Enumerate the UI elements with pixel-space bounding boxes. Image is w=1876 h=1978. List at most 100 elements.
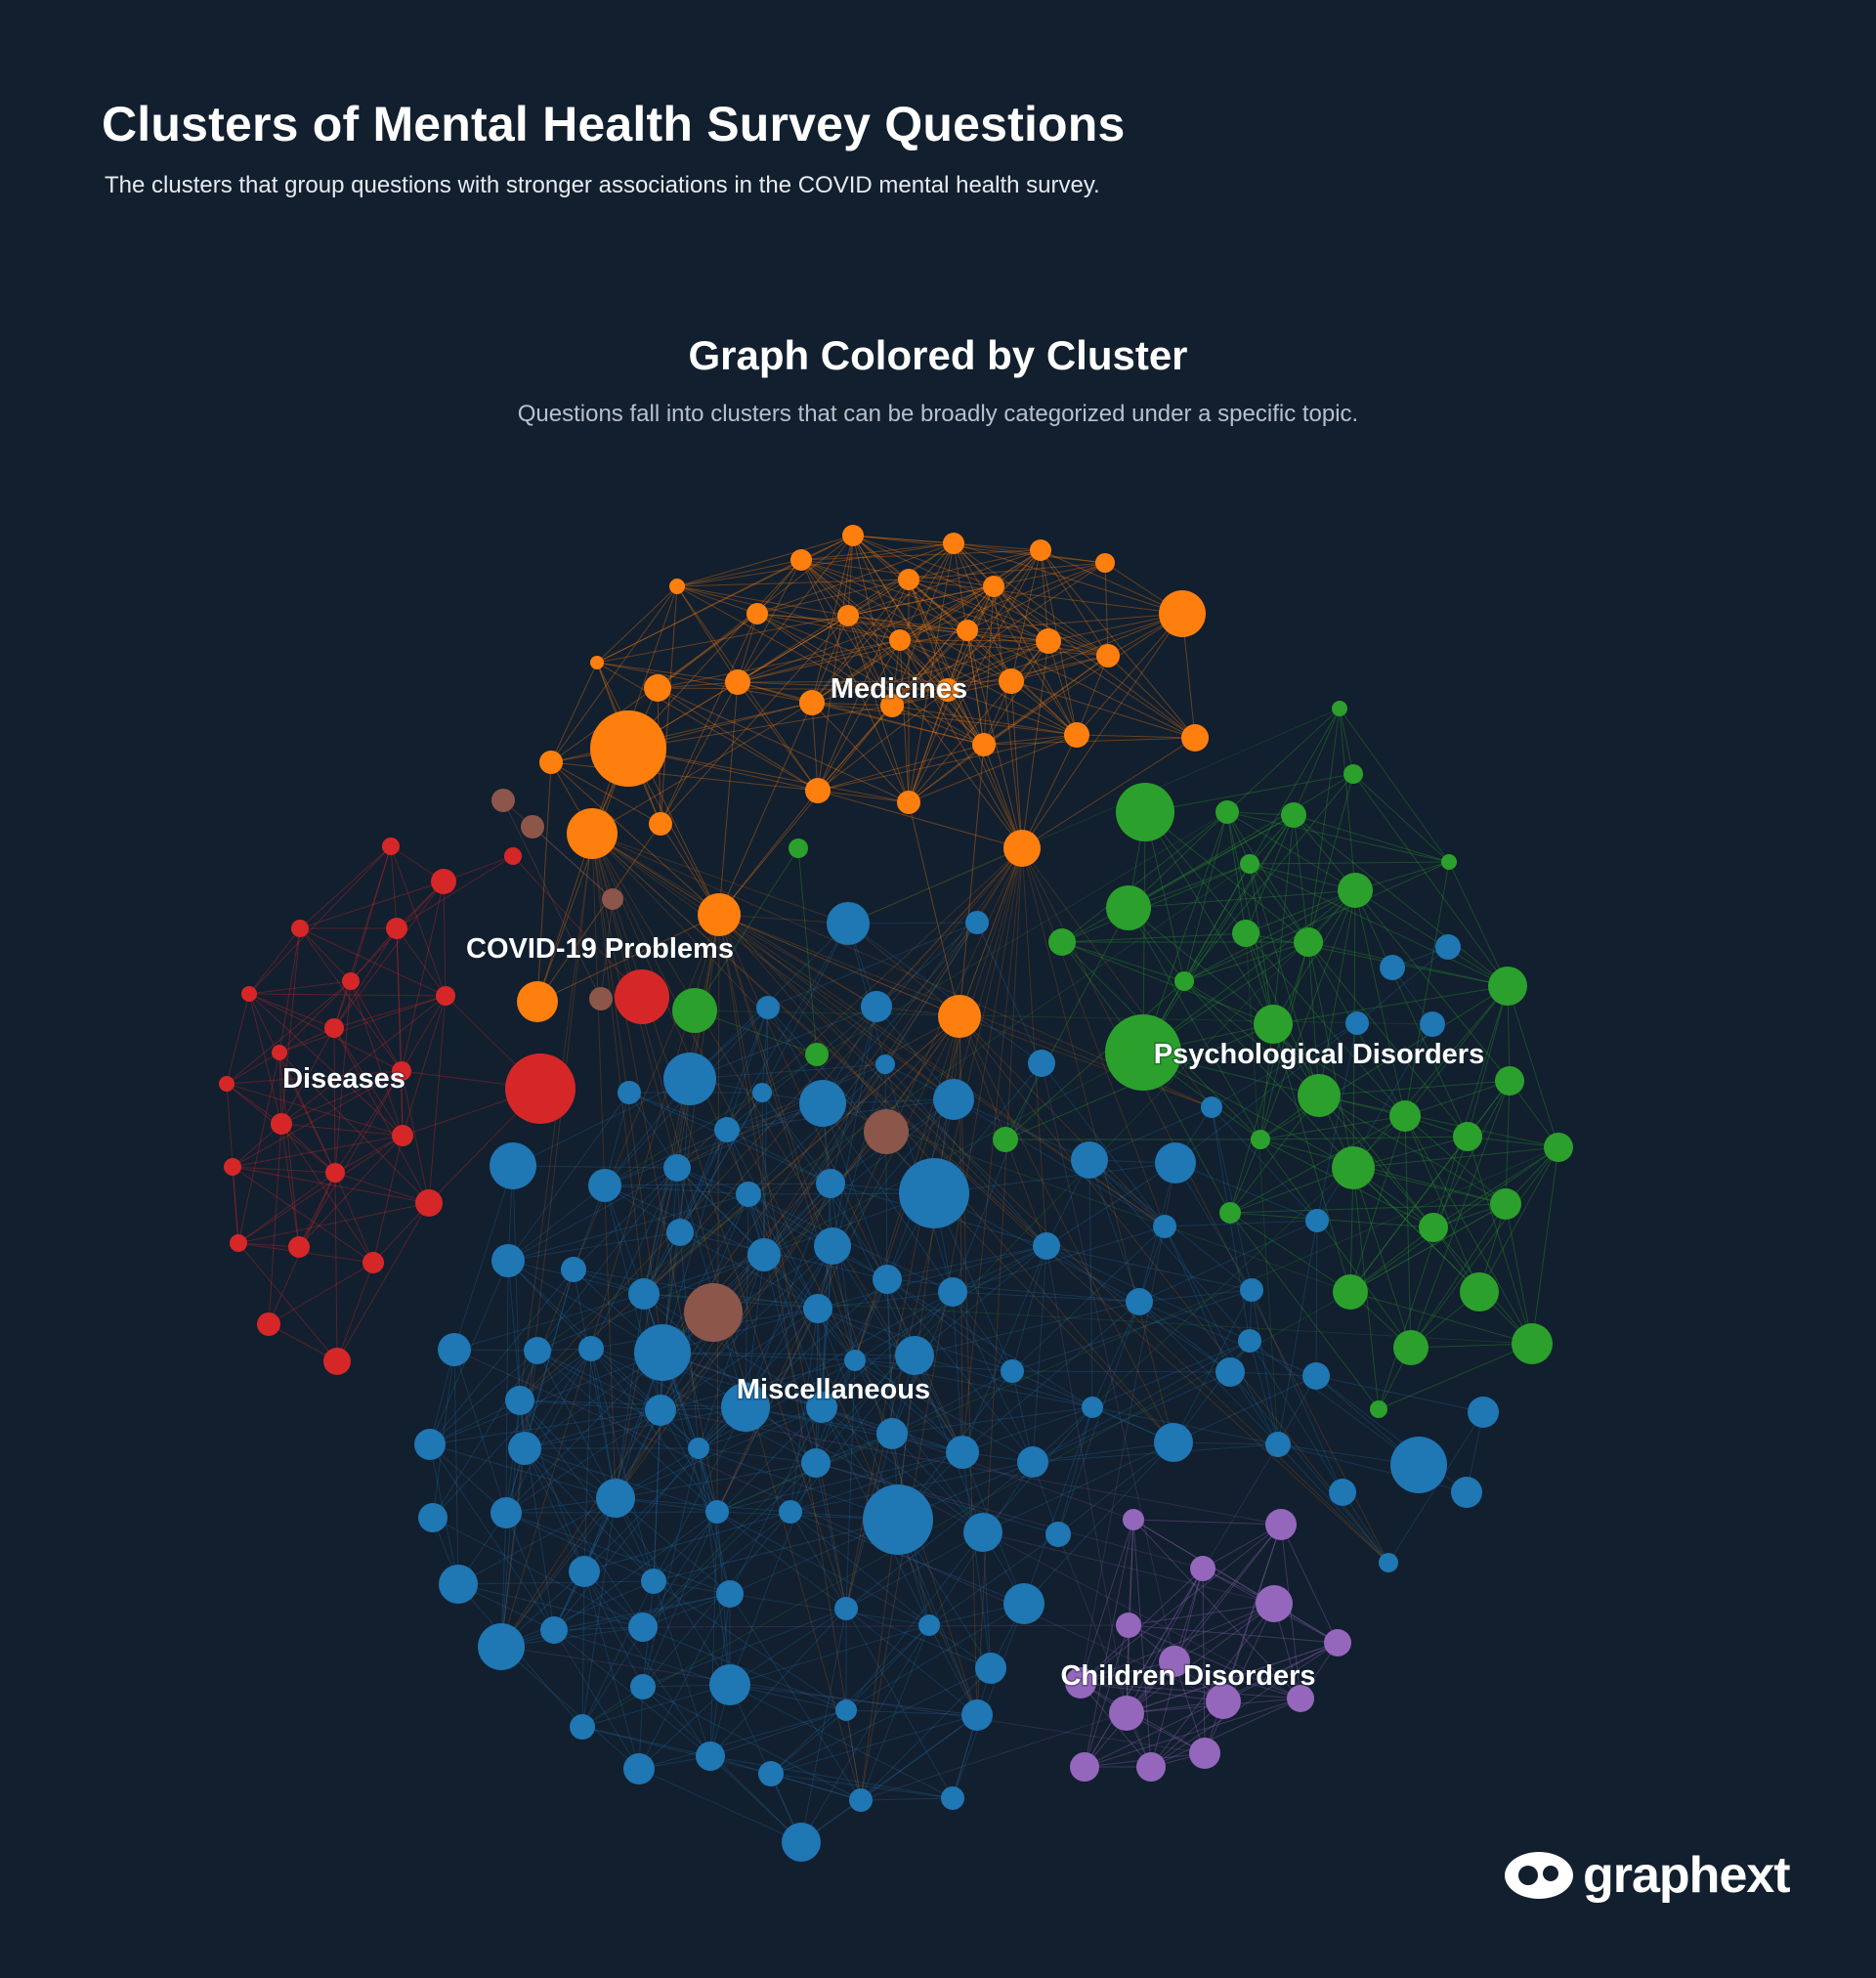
node-psychological[interactable] (805, 1043, 829, 1066)
node-misc[interactable] (709, 1664, 750, 1705)
node-psychological[interactable] (1544, 1133, 1573, 1162)
node-diseases[interactable] (224, 1158, 241, 1176)
node-diseases[interactable] (386, 918, 407, 939)
node-medicines[interactable] (898, 569, 919, 590)
node-misc[interactable] (1201, 1096, 1222, 1118)
node-misc[interactable] (752, 1083, 772, 1102)
node-misc[interactable] (641, 1569, 666, 1594)
node-misc[interactable] (688, 1438, 709, 1459)
node-medicines[interactable] (842, 525, 864, 546)
node-diseases[interactable] (324, 1018, 344, 1038)
node-misc[interactable] (946, 1436, 979, 1469)
node-medicines[interactable] (649, 812, 672, 836)
node-misc[interactable] (756, 996, 780, 1019)
node-misc[interactable] (1468, 1397, 1499, 1428)
node-medicines[interactable] (1159, 590, 1206, 637)
node-misc[interactable] (736, 1182, 761, 1207)
node-misc[interactable] (941, 1786, 964, 1810)
node-misc[interactable] (628, 1612, 658, 1642)
node-psychological[interactable] (672, 988, 717, 1033)
node-misc[interactable] (963, 1513, 1002, 1552)
node-misc[interactable] (478, 1623, 525, 1670)
node-medicines[interactable] (938, 995, 981, 1038)
node-misc[interactable] (835, 1699, 857, 1721)
node-psychological[interactable] (1232, 920, 1259, 947)
node-misc[interactable] (1265, 1432, 1291, 1457)
node-children[interactable] (1136, 1752, 1166, 1782)
node-psychological[interactable] (1254, 1005, 1293, 1044)
node-diseases[interactable] (288, 1236, 310, 1258)
node-misc[interactable] (849, 1788, 873, 1812)
node-misc[interactable] (1082, 1397, 1103, 1418)
node-misc[interactable] (561, 1257, 586, 1282)
node-misc[interactable] (663, 1053, 716, 1105)
node-medicines[interactable] (567, 808, 618, 859)
node-medicines[interactable] (1096, 644, 1120, 667)
node-children[interactable] (1206, 1684, 1241, 1719)
node-misc[interactable] (505, 1386, 534, 1415)
node-children[interactable] (1287, 1685, 1314, 1712)
node-medicines[interactable] (590, 656, 604, 669)
node-psychological[interactable] (1332, 701, 1347, 716)
node-misc[interactable] (747, 1238, 781, 1271)
node-misc[interactable] (758, 1761, 784, 1786)
node-diseases[interactable] (325, 1163, 345, 1182)
node-psychological[interactable] (1490, 1188, 1521, 1220)
node-misc[interactable] (1390, 1437, 1447, 1493)
node-misc[interactable] (873, 1265, 902, 1294)
node-misc[interactable] (1126, 1288, 1153, 1315)
node-misc[interactable] (816, 1169, 845, 1198)
node-medicines[interactable] (897, 791, 920, 814)
node-misc[interactable] (634, 1324, 691, 1381)
node-misc[interactable] (663, 1154, 691, 1182)
node-misc[interactable] (1435, 934, 1461, 960)
node-misc[interactable] (799, 1080, 846, 1127)
node-psychological[interactable] (1389, 1100, 1421, 1132)
node-medicines[interactable] (805, 778, 831, 803)
node-psychological[interactable] (1393, 1330, 1428, 1365)
node-misc[interactable] (1329, 1479, 1356, 1506)
node-diseases[interactable] (241, 986, 257, 1002)
node-medicines[interactable] (790, 549, 812, 571)
node-misc[interactable] (524, 1337, 551, 1364)
node-diseases[interactable] (505, 1054, 576, 1124)
node-children[interactable] (1190, 1556, 1215, 1581)
node-medicines[interactable] (943, 533, 964, 554)
node-children[interactable] (1324, 1629, 1351, 1656)
node-misc[interactable] (1302, 1362, 1330, 1390)
node-psychological[interactable] (1338, 873, 1373, 908)
node-children[interactable] (1159, 1646, 1190, 1677)
node-misc[interactable] (1379, 1553, 1398, 1572)
node-misc[interactable] (1033, 1232, 1060, 1260)
node-diseases[interactable] (323, 1348, 351, 1375)
node-medicines[interactable] (983, 576, 1004, 597)
node-misc[interactable] (834, 1597, 858, 1620)
node-medicines[interactable] (972, 733, 996, 756)
node-misc[interactable] (938, 1277, 967, 1307)
node-medicines[interactable] (999, 668, 1024, 694)
node-misc[interactable] (806, 1392, 837, 1423)
node-misc[interactable] (439, 1565, 478, 1604)
node-misc[interactable] (1154, 1423, 1193, 1462)
node-covid[interactable] (602, 888, 623, 910)
node-misc[interactable] (418, 1503, 448, 1532)
node-psychological[interactable] (1419, 1213, 1448, 1242)
node-diseases[interactable] (392, 1125, 413, 1146)
node-covid[interactable] (589, 987, 613, 1010)
node-misc[interactable] (814, 1227, 851, 1265)
node-misc[interactable] (696, 1742, 725, 1771)
node-diseases[interactable] (392, 1061, 411, 1081)
node-children[interactable] (1265, 1509, 1297, 1540)
node-medicines[interactable] (1030, 539, 1051, 561)
node-psychological[interactable] (1343, 764, 1363, 784)
node-misc[interactable] (490, 1142, 536, 1189)
node-misc[interactable] (827, 902, 870, 945)
node-misc[interactable] (975, 1653, 1006, 1684)
node-misc[interactable] (414, 1429, 446, 1460)
node-psychological[interactable] (1495, 1066, 1524, 1096)
node-misc[interactable] (596, 1479, 635, 1518)
node-psychological[interactable] (1333, 1274, 1368, 1310)
node-covid[interactable] (684, 1283, 743, 1342)
node-misc[interactable] (1017, 1446, 1048, 1478)
node-diseases[interactable] (342, 972, 360, 990)
